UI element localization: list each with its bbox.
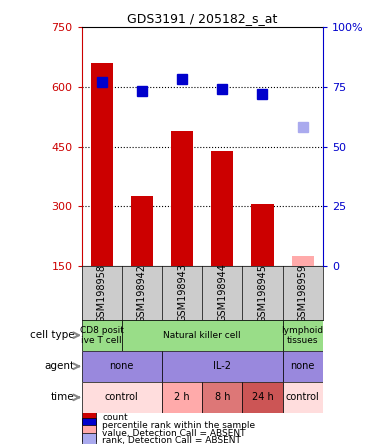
Text: GSM198958: GSM198958 <box>97 264 107 322</box>
Text: count: count <box>102 413 128 422</box>
Text: GSM198943: GSM198943 <box>177 264 187 322</box>
Text: GSM198944: GSM198944 <box>217 264 227 322</box>
Bar <box>82 351 162 382</box>
Bar <box>211 151 233 266</box>
Bar <box>162 382 202 413</box>
Bar <box>82 320 122 351</box>
Text: agent: agent <box>44 361 75 371</box>
Bar <box>82 425 96 441</box>
Text: none: none <box>290 361 315 371</box>
Text: rank, Detection Call = ABSENT: rank, Detection Call = ABSENT <box>102 436 241 444</box>
Bar <box>82 417 96 433</box>
Bar <box>82 433 96 444</box>
Bar <box>82 382 162 413</box>
Text: value, Detection Call = ABSENT: value, Detection Call = ABSENT <box>102 428 246 438</box>
Bar <box>162 351 283 382</box>
Bar <box>283 351 323 382</box>
Text: lymphoid
tissues: lymphoid tissues <box>282 325 324 345</box>
Bar <box>122 320 283 351</box>
Text: 24 h: 24 h <box>252 392 273 402</box>
Text: GSM198942: GSM198942 <box>137 264 147 322</box>
Bar <box>82 410 96 425</box>
Text: control: control <box>286 392 319 402</box>
Text: 8 h: 8 h <box>214 392 230 402</box>
Text: percentile rank within the sample: percentile rank within the sample <box>102 421 255 430</box>
Bar <box>171 131 193 266</box>
Text: Natural killer cell: Natural killer cell <box>163 331 241 340</box>
Text: time: time <box>51 392 75 402</box>
Bar <box>283 382 323 413</box>
Bar <box>91 63 113 266</box>
Bar <box>292 257 314 266</box>
Bar <box>131 196 153 266</box>
Text: GSM198945: GSM198945 <box>257 264 267 322</box>
Bar <box>242 382 283 413</box>
Bar <box>202 382 242 413</box>
Text: IL-2: IL-2 <box>213 361 231 371</box>
Text: 2 h: 2 h <box>174 392 190 402</box>
Bar <box>252 204 273 266</box>
Bar <box>283 320 323 351</box>
Text: GSM198959: GSM198959 <box>298 264 308 322</box>
Text: none: none <box>109 361 134 371</box>
Title: GDS3191 / 205182_s_at: GDS3191 / 205182_s_at <box>127 12 278 25</box>
Text: control: control <box>105 392 139 402</box>
Text: CD8 posit
ive T cell: CD8 posit ive T cell <box>80 325 124 345</box>
Text: cell type: cell type <box>30 330 75 340</box>
